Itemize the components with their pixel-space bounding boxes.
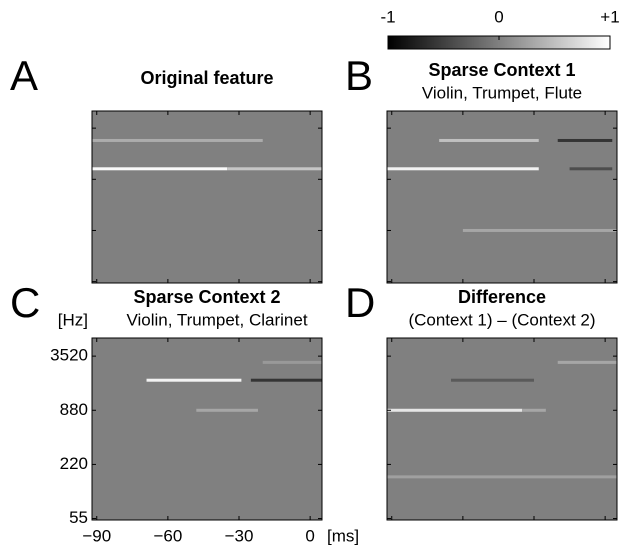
heatmap-row xyxy=(146,378,242,382)
heatmap-background xyxy=(387,111,617,283)
panel-letter: A xyxy=(10,52,38,99)
heatmap-background xyxy=(387,338,617,520)
heatmap-row xyxy=(569,167,613,171)
panel-title: Sparse Context 2 xyxy=(133,287,280,307)
heatmap-row xyxy=(196,408,258,412)
y-tick-label: 880 xyxy=(60,400,88,419)
panel-title: Sparse Context 1 xyxy=(428,60,575,80)
heatmap-row xyxy=(462,228,617,232)
heatmap-row xyxy=(557,360,617,364)
x-tick-label: −30 xyxy=(225,526,254,545)
colorbar-tick-label: 0 xyxy=(494,7,503,26)
x-tick-label: −90 xyxy=(82,526,111,545)
plot-frame xyxy=(91,110,323,284)
plot-frame xyxy=(91,337,323,521)
y-tick-label: 55 xyxy=(69,508,88,527)
panel-letter: C xyxy=(10,279,40,326)
heatmap-row xyxy=(557,138,613,142)
heatmap-row xyxy=(92,138,263,142)
heatmap-row xyxy=(387,167,539,171)
panel-subtitle: (Context 1) – (Context 2) xyxy=(408,310,595,329)
x-tick-label: 0 xyxy=(305,526,314,545)
panel-subtitle: Violin, Trumpet, Clarinet xyxy=(126,310,307,329)
panel-letter: B xyxy=(345,52,373,99)
heatmap-row xyxy=(387,475,617,479)
heatmap-row xyxy=(250,378,322,382)
heatmap-row xyxy=(387,408,523,412)
x-axis-label: [ms] xyxy=(327,526,359,545)
y-tick-label: 3520 xyxy=(50,346,88,365)
heatmap-background xyxy=(92,111,322,283)
colorbar-tick-label: +1 xyxy=(600,7,619,26)
plot-frame xyxy=(386,110,618,284)
heatmap-background xyxy=(92,338,322,520)
heatmap-row xyxy=(451,378,535,382)
x-tick-label: −60 xyxy=(153,526,182,545)
y-tick-label: 220 xyxy=(60,454,88,473)
colorbar-tick-label: -1 xyxy=(380,7,395,26)
heatmap-row xyxy=(92,167,228,171)
heatmap-row xyxy=(262,360,322,364)
heatmap-row xyxy=(439,138,539,142)
plot-frame xyxy=(386,337,618,521)
y-axis-label: [Hz] xyxy=(58,310,88,329)
panel-title: Original feature xyxy=(140,68,273,88)
panel-title: Difference xyxy=(458,287,546,307)
heatmap-row xyxy=(522,408,546,412)
heatmap-row xyxy=(227,167,322,171)
panel-letter: D xyxy=(345,279,375,326)
panel-subtitle: Violin, Trumpet, Flute xyxy=(422,83,582,102)
